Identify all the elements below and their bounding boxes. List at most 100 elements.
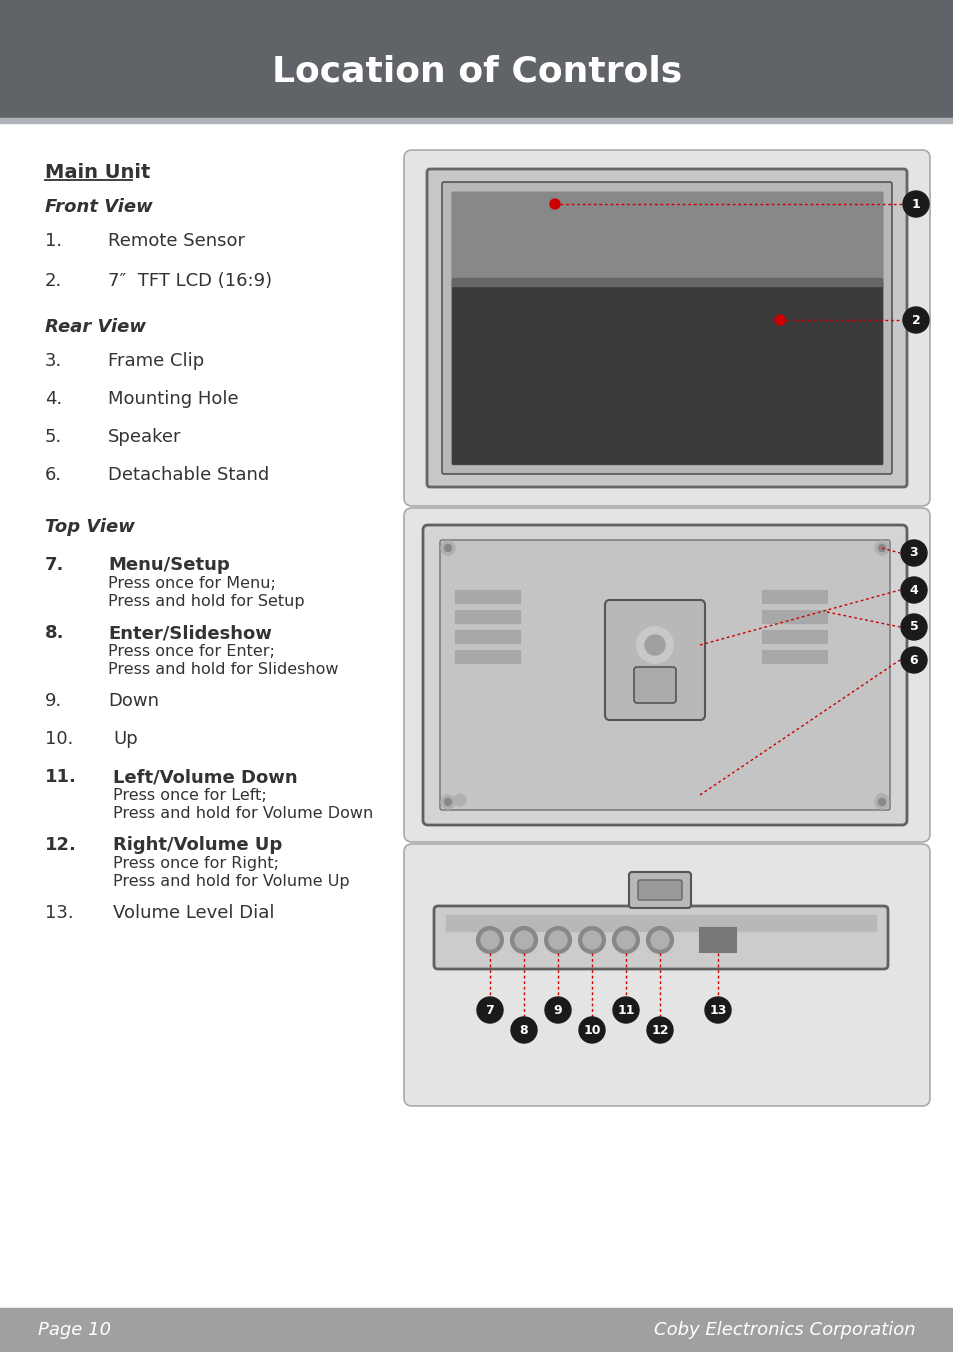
Text: 6.: 6. bbox=[45, 466, 62, 484]
Text: Top View: Top View bbox=[45, 518, 134, 535]
Text: Press and hold for Setup: Press and hold for Setup bbox=[108, 594, 304, 608]
Text: 7″  TFT LCD (16:9): 7″ TFT LCD (16:9) bbox=[108, 272, 272, 289]
Bar bbox=[0, 0, 953, 118]
Text: 3.: 3. bbox=[45, 352, 62, 370]
Bar bbox=[761, 650, 826, 662]
Text: Remote Sensor: Remote Sensor bbox=[108, 233, 245, 250]
Text: 3: 3 bbox=[909, 546, 918, 560]
FancyBboxPatch shape bbox=[403, 150, 929, 506]
Text: Press once for Enter;: Press once for Enter; bbox=[108, 644, 274, 658]
Bar bbox=[0, 118, 953, 123]
Bar bbox=[761, 630, 826, 644]
Text: Main Unit: Main Unit bbox=[45, 164, 151, 183]
Text: 11: 11 bbox=[617, 1003, 634, 1017]
Text: 1.: 1. bbox=[45, 233, 62, 250]
Circle shape bbox=[454, 794, 465, 806]
Circle shape bbox=[548, 932, 566, 949]
Bar bbox=[700, 927, 735, 952]
Text: 13.: 13. bbox=[45, 904, 73, 922]
Text: 12.: 12. bbox=[45, 836, 77, 854]
Bar bbox=[452, 192, 882, 283]
Circle shape bbox=[646, 927, 672, 953]
FancyBboxPatch shape bbox=[427, 169, 906, 487]
Text: Press and hold for Volume Up: Press and hold for Volume Up bbox=[112, 873, 349, 890]
Text: 4: 4 bbox=[908, 584, 918, 596]
Circle shape bbox=[544, 996, 571, 1023]
Circle shape bbox=[582, 932, 600, 949]
Bar bbox=[455, 610, 519, 623]
Bar bbox=[455, 650, 519, 662]
Bar bbox=[761, 610, 826, 623]
Text: 9.: 9. bbox=[45, 692, 62, 710]
Circle shape bbox=[550, 199, 559, 210]
FancyBboxPatch shape bbox=[403, 508, 929, 842]
Circle shape bbox=[511, 1017, 537, 1042]
Text: 9: 9 bbox=[553, 1003, 561, 1017]
Text: Detachable Stand: Detachable Stand bbox=[108, 466, 269, 484]
Text: Press once for Left;: Press once for Left; bbox=[112, 788, 267, 803]
Bar bbox=[446, 915, 875, 932]
Text: 10.: 10. bbox=[45, 730, 73, 748]
Circle shape bbox=[617, 932, 635, 949]
Text: Page 10: Page 10 bbox=[38, 1321, 111, 1338]
Bar bbox=[761, 589, 826, 603]
Text: 7.: 7. bbox=[45, 556, 64, 575]
Circle shape bbox=[874, 541, 888, 556]
FancyBboxPatch shape bbox=[638, 880, 681, 900]
Text: Left/Volume Down: Left/Volume Down bbox=[112, 768, 297, 786]
Text: Volume Level Dial: Volume Level Dial bbox=[112, 904, 274, 922]
Circle shape bbox=[650, 932, 668, 949]
Text: 5.: 5. bbox=[45, 429, 62, 446]
Bar bbox=[455, 589, 519, 603]
Text: Up: Up bbox=[112, 730, 137, 748]
FancyBboxPatch shape bbox=[628, 872, 690, 909]
Circle shape bbox=[444, 545, 451, 552]
Circle shape bbox=[515, 932, 533, 949]
FancyBboxPatch shape bbox=[604, 600, 704, 721]
Text: Mounting Hole: Mounting Hole bbox=[108, 389, 238, 408]
Circle shape bbox=[578, 1017, 604, 1042]
Text: 6: 6 bbox=[909, 653, 918, 667]
Circle shape bbox=[578, 927, 604, 953]
Circle shape bbox=[440, 541, 455, 556]
Text: Press and hold for Volume Down: Press and hold for Volume Down bbox=[112, 806, 373, 821]
Text: Press and hold for Slideshow: Press and hold for Slideshow bbox=[108, 662, 338, 677]
Circle shape bbox=[480, 932, 498, 949]
Circle shape bbox=[878, 799, 884, 806]
FancyBboxPatch shape bbox=[434, 906, 887, 969]
Circle shape bbox=[444, 799, 451, 806]
Text: Coby Electronics Corporation: Coby Electronics Corporation bbox=[654, 1321, 915, 1338]
Text: 7: 7 bbox=[485, 1003, 494, 1017]
Text: Front View: Front View bbox=[45, 197, 152, 216]
Bar bbox=[452, 192, 882, 464]
Circle shape bbox=[704, 996, 730, 1023]
Text: 4.: 4. bbox=[45, 389, 62, 408]
Text: Location of Controls: Location of Controls bbox=[272, 55, 681, 89]
Text: 2: 2 bbox=[911, 314, 920, 326]
Circle shape bbox=[875, 794, 887, 806]
Bar bbox=[455, 630, 519, 644]
Circle shape bbox=[613, 996, 639, 1023]
Text: Press once for Right;: Press once for Right; bbox=[112, 856, 278, 871]
Text: 11.: 11. bbox=[45, 768, 77, 786]
Text: 5: 5 bbox=[908, 621, 918, 634]
FancyBboxPatch shape bbox=[439, 539, 889, 810]
Text: 12: 12 bbox=[651, 1023, 668, 1037]
Text: Frame Clip: Frame Clip bbox=[108, 352, 204, 370]
Text: Menu/Setup: Menu/Setup bbox=[108, 556, 230, 575]
Circle shape bbox=[646, 1017, 672, 1042]
Circle shape bbox=[511, 927, 537, 953]
Circle shape bbox=[902, 307, 928, 333]
Circle shape bbox=[476, 927, 502, 953]
Bar bbox=[452, 279, 882, 287]
Text: Press once for Menu;: Press once for Menu; bbox=[108, 576, 275, 591]
Text: Rear View: Rear View bbox=[45, 318, 146, 337]
FancyBboxPatch shape bbox=[422, 525, 906, 825]
Circle shape bbox=[900, 577, 926, 603]
Circle shape bbox=[900, 614, 926, 639]
Circle shape bbox=[774, 315, 784, 324]
Circle shape bbox=[644, 635, 664, 654]
Text: 13: 13 bbox=[709, 1003, 726, 1017]
Text: 2.: 2. bbox=[45, 272, 62, 289]
Text: 10: 10 bbox=[582, 1023, 600, 1037]
